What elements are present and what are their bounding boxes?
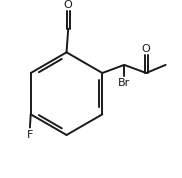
- Text: O: O: [64, 0, 73, 10]
- Text: O: O: [142, 44, 151, 54]
- Text: Br: Br: [118, 78, 130, 88]
- Text: F: F: [27, 130, 33, 140]
